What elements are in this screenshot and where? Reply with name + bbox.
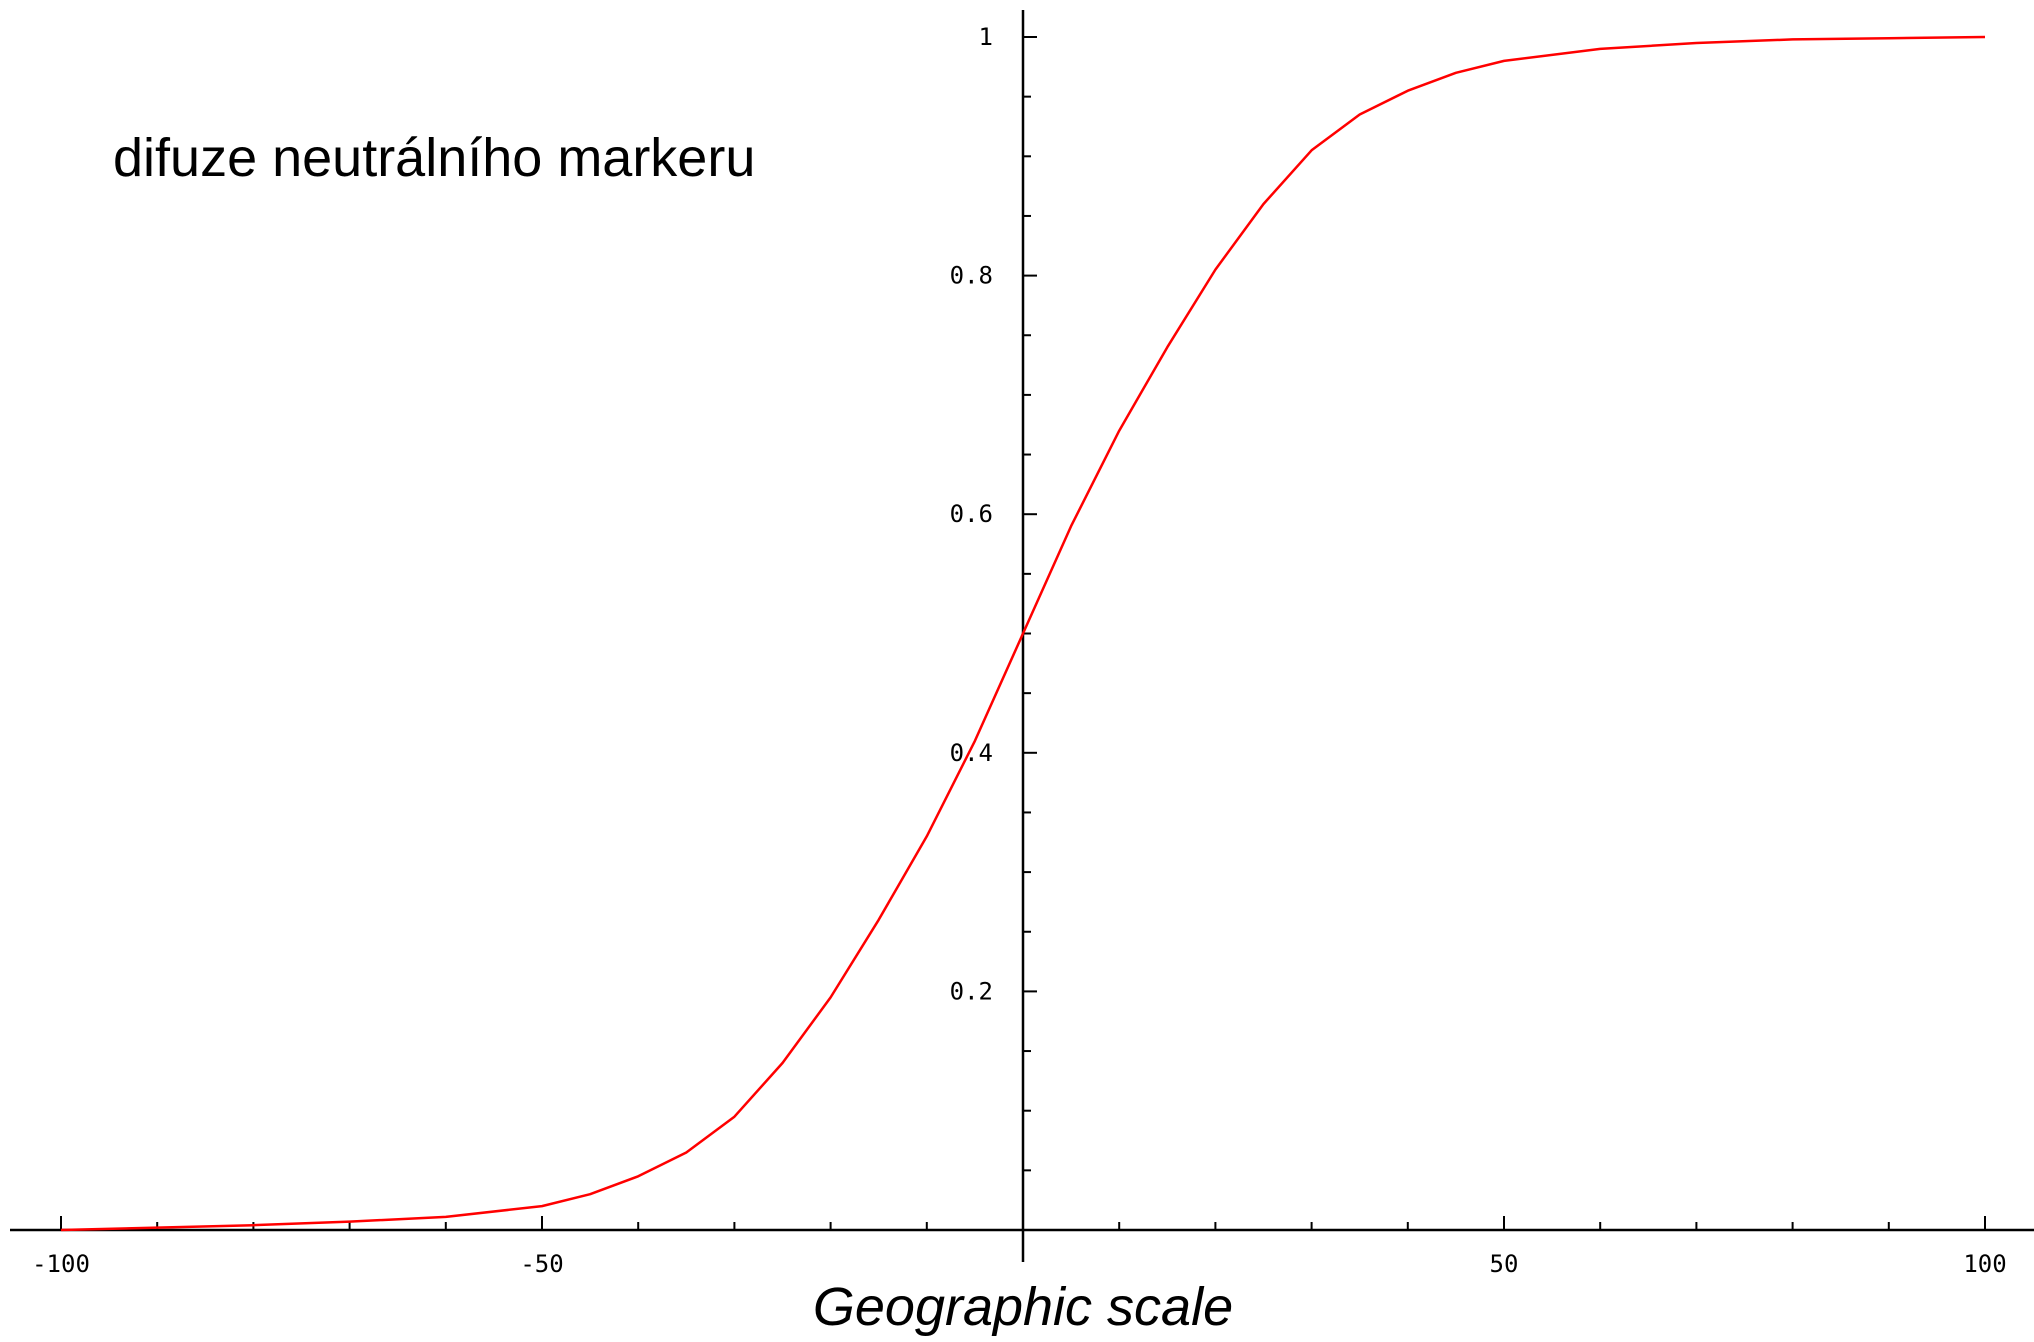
x-tick-label: -100 (32, 1250, 90, 1278)
y-tick-label: 0.4 (950, 739, 993, 767)
chart-annotation: difuze neutrálního markeru (113, 128, 755, 188)
tick-labels: -100 -50 50 100 0.2 0.4 0.6 0.8 1 (32, 23, 2007, 1278)
x-axis-label: Geographic scale (813, 1277, 1233, 1337)
y-tick-label: 0.8 (950, 262, 993, 290)
x-tick-label: 50 (1490, 1250, 1519, 1278)
x-tick-label: 100 (1963, 1250, 2006, 1278)
x-tick-label: -50 (520, 1250, 563, 1278)
series-layer (60, 35, 1986, 1232)
ticks (60, 36, 1986, 1230)
series-line (60, 35, 1986, 1232)
y-tick-label: 0.6 (950, 500, 993, 528)
y-tick-label: 1 (979, 23, 993, 51)
y-tick-label: 0.2 (950, 977, 993, 1005)
